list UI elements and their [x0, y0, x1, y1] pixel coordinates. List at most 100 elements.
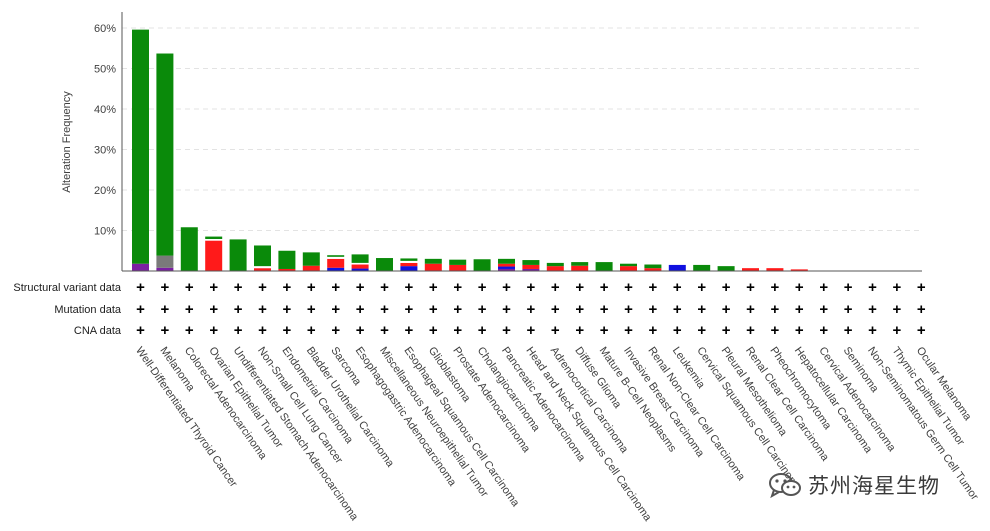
y-tick-label: 30%	[94, 145, 116, 157]
row-marker: +	[307, 279, 316, 296]
row-marker: +	[917, 279, 926, 296]
row-marker: +	[673, 322, 682, 339]
row-marker: +	[356, 322, 365, 339]
bar-segment-green	[254, 245, 271, 267]
bar-segment-green	[449, 259, 467, 265]
row-marker: +	[258, 301, 267, 318]
row-marker: +	[283, 279, 292, 296]
row-marker: +	[893, 301, 902, 318]
bar-segment-blue	[668, 264, 686, 271]
row-marker: +	[161, 322, 170, 339]
row-marker: +	[551, 322, 560, 339]
row-marker: +	[697, 301, 706, 318]
row-marker: +	[405, 322, 414, 339]
row-marker: +	[453, 279, 462, 296]
row-marker: +	[356, 279, 365, 296]
bar-segment-red	[400, 262, 418, 267]
row-marker: +	[405, 279, 414, 296]
row-marker: +	[380, 301, 389, 318]
row-marker: +	[502, 279, 511, 296]
bar-segment-blue	[498, 266, 515, 269]
row-marker: +	[331, 322, 340, 339]
row-marker: +	[868, 322, 877, 339]
bar-segment-red	[620, 266, 637, 271]
bar-segment-green	[498, 258, 515, 264]
row-marker: +	[453, 322, 462, 339]
row-marker: +	[478, 322, 487, 339]
row-marker: +	[527, 301, 536, 318]
row-marker: +	[185, 279, 194, 296]
row-marker: +	[502, 301, 511, 318]
bar-segment-blue	[351, 268, 369, 271]
row-marker: +	[575, 322, 584, 339]
row-marker: +	[893, 279, 902, 296]
row-marker: +	[722, 301, 731, 318]
bar-segment-purple	[498, 268, 515, 271]
bar-segment-green	[327, 255, 345, 257]
row-marker: +	[624, 301, 633, 318]
row-marker: +	[624, 322, 633, 339]
bar-segment-red	[254, 268, 271, 271]
row-marker: +	[478, 279, 487, 296]
bar-segment-purple	[522, 268, 540, 271]
bar-segment-white	[205, 239, 223, 241]
bar-segment-white	[400, 260, 418, 263]
row-marker: +	[429, 279, 438, 296]
row-marker: +	[893, 322, 902, 339]
bar-segment-red	[742, 268, 759, 271]
row-marker: +	[551, 279, 560, 296]
row-marker: +	[380, 322, 389, 339]
row-label: Mutation data	[54, 304, 122, 316]
row-marker: +	[844, 279, 853, 296]
row-marker: +	[283, 322, 292, 339]
row-marker: +	[673, 279, 682, 296]
row-marker: +	[575, 301, 584, 318]
bar-segment-green	[522, 260, 540, 265]
row-marker: +	[819, 322, 828, 339]
bar-segment-white	[327, 256, 345, 259]
bar-segment-blue	[400, 266, 418, 271]
bar-segment-white	[351, 262, 369, 265]
axes	[121, 12, 922, 272]
row-label: Structural variant data	[13, 282, 121, 294]
bar-segment-purple	[132, 263, 149, 271]
row-marker: +	[527, 279, 536, 296]
y-tick-label: 10%	[94, 226, 116, 238]
row-marker: +	[502, 322, 511, 339]
bar-segment-red	[790, 269, 808, 271]
row-marker: +	[649, 279, 658, 296]
row-marker: +	[697, 279, 706, 296]
row-marker: +	[917, 301, 926, 318]
bar-segment-green	[376, 258, 393, 271]
row-marker: +	[283, 301, 292, 318]
row-marker: +	[136, 279, 145, 296]
row-marker: +	[527, 322, 536, 339]
y-tick-labels: 10% 20% 30% 40% 50% 60%	[94, 23, 116, 238]
bar-segment-red	[498, 263, 515, 267]
row-marker: +	[307, 322, 316, 339]
row-marker: +	[771, 279, 780, 296]
y-axis-label: Alteration Frequency	[61, 91, 73, 193]
bar-segment-green	[132, 29, 149, 264]
bar-segment-red	[546, 266, 564, 271]
row-marker: +	[405, 301, 414, 318]
row-marker: +	[209, 279, 218, 296]
row-marker: +	[746, 301, 755, 318]
bar-segment-green	[156, 53, 174, 256]
row-marker: +	[161, 301, 170, 318]
row-marker: +	[844, 301, 853, 318]
row-marker: +	[258, 322, 267, 339]
row-marker: +	[209, 322, 218, 339]
row-marker: +	[234, 322, 243, 339]
row-marker: +	[746, 322, 755, 339]
y-tick-label: 20%	[94, 185, 116, 197]
row-marker: +	[600, 322, 609, 339]
row-marker: +	[795, 301, 804, 318]
row-marker: +	[331, 279, 340, 296]
row-label: CNA data	[74, 325, 122, 337]
bar-segment-green	[180, 227, 198, 271]
y-tick-label: 40%	[94, 104, 116, 116]
bar-segment-red	[302, 265, 320, 271]
